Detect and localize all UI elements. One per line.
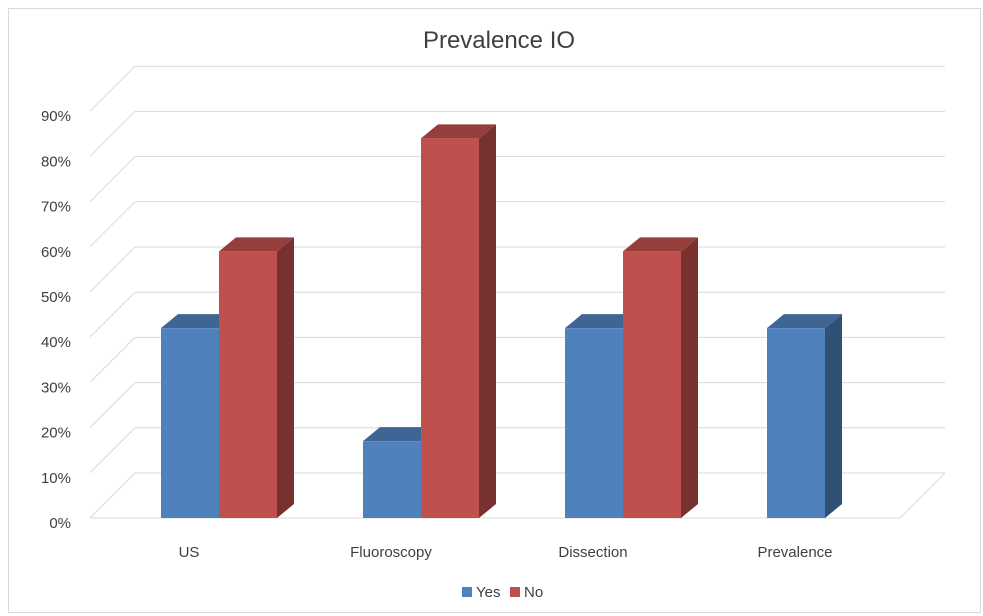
y-tick-label: 90% bbox=[41, 108, 71, 125]
bar-front bbox=[161, 328, 219, 518]
bar-front bbox=[219, 251, 277, 518]
bar-side bbox=[479, 124, 496, 518]
y-tick-label: 40% bbox=[41, 334, 71, 351]
bar-top bbox=[421, 124, 496, 139]
bars bbox=[161, 124, 842, 518]
bar-top bbox=[565, 314, 640, 329]
category-label: Fluoroscopy bbox=[350, 544, 432, 561]
bar-side bbox=[825, 314, 842, 518]
bar-front bbox=[623, 251, 681, 518]
y-tick-label: 10% bbox=[41, 470, 71, 487]
side-gridline bbox=[89, 382, 136, 428]
side-gridline bbox=[89, 65, 136, 112]
category-label: Prevalence bbox=[757, 544, 832, 561]
bar-side bbox=[681, 237, 698, 518]
side-gridline bbox=[89, 156, 136, 202]
side-gridline bbox=[89, 246, 136, 293]
bar-yes-prevalence bbox=[767, 314, 842, 518]
bar-top bbox=[363, 427, 438, 442]
bar-front bbox=[565, 328, 623, 518]
bar-top bbox=[623, 237, 698, 252]
y-tick-label: 70% bbox=[41, 199, 71, 216]
bar-top bbox=[219, 237, 294, 252]
legend-label-yes: Yes bbox=[476, 584, 500, 601]
bar-front bbox=[363, 441, 421, 518]
side-gridline bbox=[89, 337, 136, 383]
y-tick-label: 30% bbox=[41, 379, 71, 396]
y-tick-label: 80% bbox=[41, 153, 71, 170]
legend-label-no: No bbox=[524, 584, 543, 601]
side-gridline bbox=[89, 472, 136, 519]
bar-top bbox=[161, 314, 236, 329]
bar-no-us bbox=[219, 237, 294, 518]
legend-swatch-no bbox=[510, 587, 520, 597]
chart-title: Prevalence IO bbox=[423, 27, 575, 54]
category-label: Dissection bbox=[558, 544, 627, 561]
side-gridline bbox=[89, 427, 136, 474]
category-label: US bbox=[179, 544, 200, 561]
bar-top bbox=[767, 314, 842, 329]
side-gridline bbox=[89, 291, 136, 338]
category-labels: US Fluoroscopy Dissection Prevalence bbox=[179, 544, 833, 561]
legend: Yes No bbox=[462, 584, 543, 601]
y-tick-label: 50% bbox=[41, 289, 71, 306]
bar-front bbox=[421, 138, 479, 518]
bar-side bbox=[277, 237, 294, 518]
floor-right-edge bbox=[899, 472, 946, 519]
bar-no-fluoroscopy bbox=[421, 124, 496, 518]
y-axis-ticks: 0% 10% 20% 30% 40% 50% 60% 70% 80% 90% bbox=[41, 108, 71, 532]
bar-no-dissection bbox=[623, 237, 698, 518]
y-tick-label: 60% bbox=[41, 244, 71, 261]
y-tick-label: 0% bbox=[49, 515, 71, 532]
side-gridline bbox=[89, 111, 136, 157]
y-tick-label: 20% bbox=[41, 425, 71, 442]
legend-swatch-yes bbox=[462, 587, 472, 597]
bar-front bbox=[767, 328, 825, 518]
side-gridline bbox=[89, 201, 136, 248]
